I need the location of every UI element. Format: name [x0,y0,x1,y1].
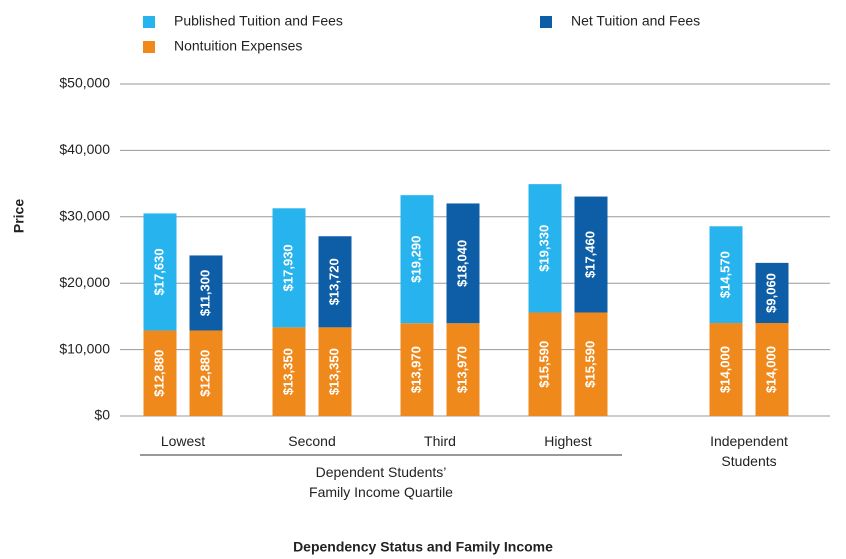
bar-segment [143,330,177,416]
bar-value-label: $17,460 [582,231,597,278]
x-axis-title: Dependency Status and Family Income [293,539,553,555]
bar-segment [272,327,306,416]
bar-segment [709,323,743,416]
y-tick-label: $10,000 [59,340,110,356]
y-tick-label: $40,000 [59,141,110,157]
bar-value-label: $15,590 [582,341,597,388]
bar-segment [318,236,352,328]
bar-segment [755,262,789,324]
y-tick-label: $30,000 [59,208,110,224]
x-tick-label: Third [424,433,456,449]
bar-segment [189,255,223,331]
bar-segment [755,323,789,416]
bar-value-label: $17,930 [280,244,295,291]
bar-value-label: $11,300 [197,270,212,316]
bar-value-label: $9,060 [763,273,778,313]
y-tick-label: $50,000 [59,75,110,91]
bar-segment [143,213,177,331]
bar-value-label: $12,880 [151,350,166,397]
bar-segment [574,312,608,416]
bar-segment [189,330,223,416]
bar-segment [574,196,608,313]
bar-value-label: $15,590 [536,341,551,388]
x-tick-label: Highest [544,433,592,449]
bar-segment [400,323,434,416]
bar-value-label: $13,350 [326,348,341,395]
bar-value-label: $19,290 [408,236,423,283]
legend-swatch [143,16,155,28]
bar-value-label: $17,630 [151,248,166,295]
bar-value-label: $14,570 [717,251,732,298]
bar-segment [446,203,480,324]
bar-value-label: $13,970 [454,346,469,393]
bar-value-label: $14,000 [763,346,778,393]
legend-label: Nontuition Expenses [174,38,302,54]
legend-swatch [540,16,552,28]
bar-value-label: $14,000 [717,346,732,393]
bar-segment [446,323,480,416]
bar-value-label: $12,880 [197,350,212,397]
x-tick-label: Second [288,433,336,449]
legend-label: Net Tuition and Fees [571,13,700,29]
legend-label: Published Tuition and Fees [174,13,343,29]
bar-segment [528,184,562,313]
x-tick-label: Independent Students [710,433,788,469]
bar-segment [400,195,434,324]
group-label: Dependent Students’ Family Income Quarti… [309,464,453,500]
bar-value-label: $19,330 [536,225,551,272]
bar-value-label: $13,720 [326,258,341,305]
bar-value-label: $13,970 [408,346,423,393]
bar-segment [709,226,743,324]
x-tick-label: Lowest [160,433,206,449]
bar-segment [318,327,352,416]
legend-swatch [143,41,155,53]
y-tick-label: $20,000 [59,274,110,290]
bar-value-label: $18,040 [454,240,469,287]
bar-value-label: $13,350 [280,348,295,395]
y-axis-title: Price [11,199,27,233]
y-tick-label: $0 [94,407,110,423]
bar-segment [528,312,562,416]
bar-segment [272,208,306,328]
